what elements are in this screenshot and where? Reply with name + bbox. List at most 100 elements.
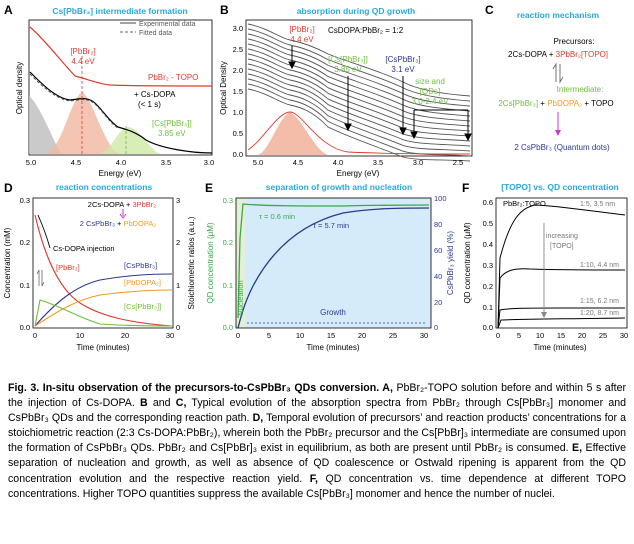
panel-b-cs-label: [Cs[PbBr₃]] — [328, 55, 368, 64]
panel-f-curves — [497, 204, 626, 329]
tick: 0.5 — [233, 129, 243, 138]
tick: 20 — [121, 331, 129, 340]
caption-f-text: QD concentration vs. time dependence at … — [8, 472, 626, 500]
panel-f-inc2: [TOPO] — [550, 243, 574, 250]
tick: 0.2 — [20, 238, 30, 247]
panel-a-gray-peak — [29, 96, 60, 154]
tick: 0.0 — [233, 150, 243, 159]
panel-e-letter: E — [205, 181, 213, 195]
tick: 0 — [236, 331, 240, 340]
caption-d: D, — [252, 412, 264, 425]
tick: 5.0 — [253, 158, 263, 167]
panel-a-green-peak — [100, 127, 160, 154]
panel-f-xlabel: Time (minutes) — [533, 343, 586, 352]
tick: 1.5 — [233, 87, 243, 96]
tick: 4.5 — [71, 158, 81, 167]
panel-a-xlabel: Energy (eV) — [99, 169, 142, 178]
panel-d-cs: [Cs[PbBr₃]] — [124, 302, 161, 311]
eq2-plus: + — [115, 219, 124, 228]
tick: 0.3 — [483, 261, 493, 270]
tick: 10 — [536, 331, 544, 340]
panel-a-csdopa-label: + Cs-DOPA — [134, 90, 176, 99]
panel-d-equilibrium — [36, 269, 45, 287]
caption-d-text: Temporal evolution of precursors’ and re… — [8, 412, 626, 455]
spectrum-curve — [247, 33, 471, 107]
panel-d-xlabel: Time (minutes) — [76, 343, 129, 352]
tick: 30 — [620, 331, 628, 340]
panel-c: C reaction mechanism Precursors: 2Cs-DOP… — [485, 3, 614, 152]
panel-f-ylabel: QD concentration (μM) — [463, 222, 472, 303]
panel-d-eq1: 2Cs-DOPA + 3PbBr₂ — [88, 200, 157, 209]
eq-red: 3PbBr₂ — [132, 200, 156, 209]
panel-a-fit-curve — [29, 73, 119, 129]
caption-bc-text: Typical evolution of the absorption spec… — [8, 397, 626, 425]
panel-f-c2: 1:10, 4.4 nm — [580, 262, 619, 269]
tick: 3.0 — [233, 24, 243, 33]
panel-d-xticks: 0 10 20 30 — [33, 331, 174, 340]
panel-f-xticks: 0 5 10 15 20 25 30 — [496, 331, 628, 340]
panel-d-yticks: 0.0 0.1 0.2 0.3 — [20, 196, 30, 332]
curve-pbdopa — [34, 289, 173, 327]
panel-b-cspb-label: [CsPbBr₃] — [385, 55, 420, 64]
tick: 3.5 — [161, 158, 171, 167]
curve-pbbr2 — [34, 214, 173, 327]
panel-f-title: [TOPO] vs. QD concentration — [501, 182, 618, 192]
panel-b-qds-label: [QDs] — [420, 87, 440, 96]
panel-f-c4: 1:20, 8.7 nm — [580, 310, 619, 317]
panel-d-injection: Cs-DOPA injection — [53, 244, 115, 253]
caption-bold-lead: Fig. 3. In-situ observation of the precu… — [8, 382, 393, 394]
panel-b: B absorption during QD growth CsDOPA:PbB… — [219, 3, 473, 178]
panel-e-y2ticks: 0 20 40 60 80 100 — [434, 194, 447, 332]
panel-a: A Cs[PbBr₃] intermediate formation Exper… — [4, 3, 214, 178]
panel-a-plot-frame — [28, 19, 213, 156]
panel-d-curves — [34, 214, 173, 327]
panel-a-pbbr2-ev: 4.4 eV — [71, 57, 95, 66]
tick: 0.1 — [223, 281, 233, 290]
tick: 5 — [517, 331, 521, 340]
panel-b-xlabel: Energy (eV) — [337, 169, 380, 178]
panel-a-pbbr2-label: [PbBr₂] — [70, 47, 95, 56]
tick: 0.3 — [20, 196, 30, 205]
spectrum-curve — [247, 28, 471, 102]
tick: 80 — [434, 220, 442, 229]
panel-a-letter: A — [4, 3, 13, 17]
panel-b-cs-ev: 3.85 eV — [334, 65, 362, 74]
panel-b-pbbr2-label: [PbBr₂] — [289, 25, 314, 34]
tick: 15 — [327, 331, 335, 340]
panel-d-pbdopa: [PbDOPA₂] — [124, 278, 161, 287]
panel-c-letter: C — [485, 3, 494, 17]
spectrum-curve — [247, 88, 471, 162]
panel-c-intermediate: Intermediate: — [557, 85, 604, 94]
spectrum-curve — [247, 78, 471, 152]
panel-d-eq-arrow — [119, 209, 127, 219]
int-orange: PbDOPA₂ — [547, 99, 582, 108]
arrowhead — [464, 133, 472, 142]
tick: 25 — [599, 331, 607, 340]
tick: 4.0 — [116, 158, 126, 167]
caption-a: PbBr₂-TOPO solution before and within 5 … — [8, 382, 626, 410]
spectrum-curve — [247, 63, 471, 137]
spectrum-curve — [247, 53, 471, 127]
eq-red: 3PbBr₂[TOPO] — [556, 50, 608, 59]
panel-a-ylabel: Optical density — [15, 62, 24, 114]
panel-e-nucleation-bg — [236, 198, 245, 328]
tick: 1.0 — [233, 108, 243, 117]
tick: 2 — [176, 238, 180, 247]
panel-e: E separation of growth and nucleation τ … — [205, 181, 455, 352]
panel-f-c3: 1:15, 6.2 nm — [580, 298, 619, 305]
panel-a-cs-ev: 3.85 eV — [158, 129, 186, 138]
caption-and: and — [147, 397, 176, 410]
panel-f-top-label: PbBr₂:TOPO — [503, 199, 546, 208]
panel-a-topo-label: PbBr₂ - TOPO — [148, 73, 198, 82]
panel-b-spectra — [247, 23, 471, 162]
tick: 60 — [434, 246, 442, 255]
spectrum-curve — [247, 48, 471, 122]
panel-b-cspb-ev: 3.1 eV — [391, 65, 415, 74]
panel-b-arrows — [288, 46, 472, 142]
caption-e-text: Effective separation of nucleation and g… — [8, 442, 626, 485]
tick: 0 — [496, 331, 500, 340]
panel-e-xlabel: Time (minutes) — [306, 343, 359, 352]
panel-b-pbbr2-fill — [258, 112, 328, 155]
panel-c-int-equation: 2Cs[PbBr₃] + PbDOPA₂ + TOPO — [498, 99, 613, 108]
panel-d-pbbr2: [PbBr₂] — [56, 263, 80, 272]
